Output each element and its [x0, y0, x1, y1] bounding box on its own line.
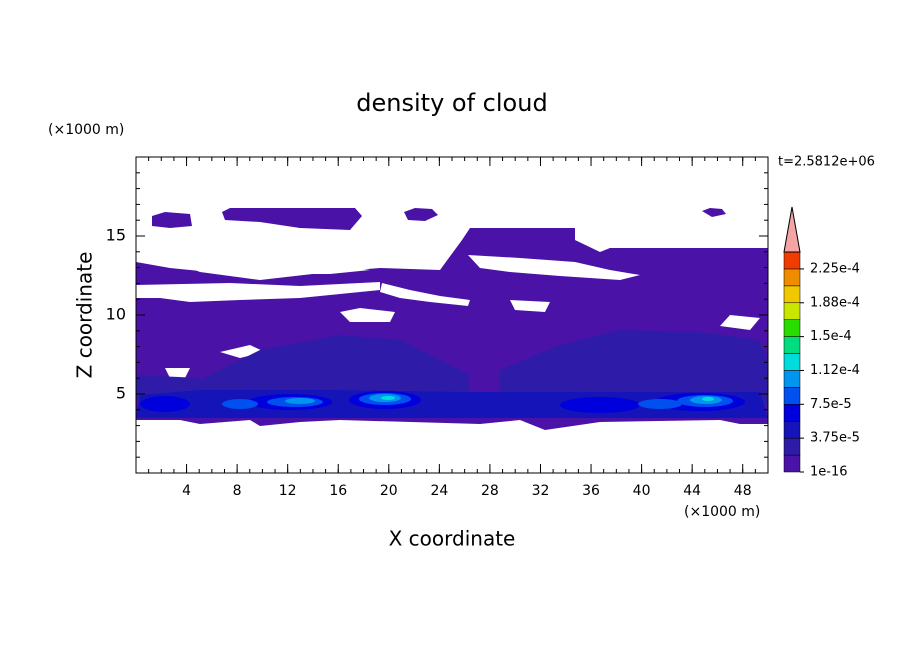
contour-region	[222, 208, 362, 230]
colorbar-box	[783, 251, 801, 270]
contour-gap	[136, 258, 370, 274]
contour-region	[285, 398, 315, 404]
colorbar-box	[783, 302, 801, 320]
contour-region	[152, 212, 192, 228]
contour-region	[404, 208, 438, 221]
colorbar-tick-label: 1.88e-4	[810, 295, 860, 310]
colorbar-box	[783, 319, 801, 337]
contour-region	[140, 396, 190, 412]
colorbar-tick-label: 1.12e-4	[810, 363, 860, 378]
colorbar-box	[783, 387, 801, 405]
y-unit-label: (×1000 m)	[48, 122, 124, 138]
y-axis-label: Z coordinate	[73, 252, 97, 379]
x-tick-label: 20	[380, 483, 398, 499]
contour-gap	[165, 368, 190, 378]
colorbar-tick-label: 3.75e-5	[810, 431, 860, 446]
contour-gap	[136, 282, 380, 302]
contour-region	[222, 399, 258, 409]
contour-region	[381, 396, 395, 400]
y-tick-label: 5	[116, 384, 126, 403]
colorbar-box	[783, 437, 801, 456]
contour-gap	[340, 308, 395, 322]
colorbar-box	[783, 370, 801, 388]
x-tick-label: 28	[481, 483, 499, 499]
contour-gap	[510, 300, 550, 312]
contour-gap	[468, 255, 640, 280]
contour-gap	[720, 315, 760, 330]
x-tick-label: 44	[683, 483, 701, 499]
x-tick-label: 36	[582, 483, 600, 499]
x-axis-label: X coordinate	[389, 527, 516, 551]
x-tick-label: 40	[633, 483, 651, 499]
colorbar-tick-label: 7.5e-5	[810, 397, 852, 412]
contour-region	[702, 397, 714, 401]
colorbar-box	[783, 420, 801, 439]
x-unit-label: (×1000 m)	[684, 504, 760, 520]
contour-region	[638, 399, 682, 409]
contour-region	[560, 397, 640, 413]
y-tick-label: 15	[106, 226, 126, 245]
x-tick-label: 32	[532, 483, 550, 499]
x-tick-label: 48	[734, 483, 752, 499]
x-tick-label: 24	[430, 483, 448, 499]
colorbar-tick-label: 1.5e-4	[810, 329, 852, 344]
contour-gap	[380, 283, 470, 306]
y-tick-label: 10	[106, 305, 126, 324]
contour-region	[200, 335, 470, 400]
chart-title: density of cloud	[356, 89, 547, 117]
colorbar-box	[783, 404, 801, 422]
x-tick-label: 16	[329, 483, 347, 499]
colorbar-box	[783, 336, 801, 354]
colorbar-tick-label: 1e-16	[810, 465, 848, 480]
contour-region	[500, 330, 768, 405]
x-tick-label: 8	[233, 483, 242, 499]
colorbar-box	[783, 285, 801, 304]
colorbar-extend	[783, 206, 801, 253]
contour-field	[136, 208, 768, 430]
x-tick-label: 12	[279, 483, 297, 499]
colorbar-box	[783, 454, 801, 473]
contour-gap	[220, 345, 265, 358]
x-tick-label: 4	[182, 483, 191, 499]
contour-region	[702, 208, 726, 217]
time-label: t=2.5812e+06	[778, 155, 875, 170]
colorbar-box	[783, 268, 801, 287]
colorbar-tick-label: 2.25e-4	[810, 261, 860, 276]
colorbar-box	[783, 353, 801, 371]
